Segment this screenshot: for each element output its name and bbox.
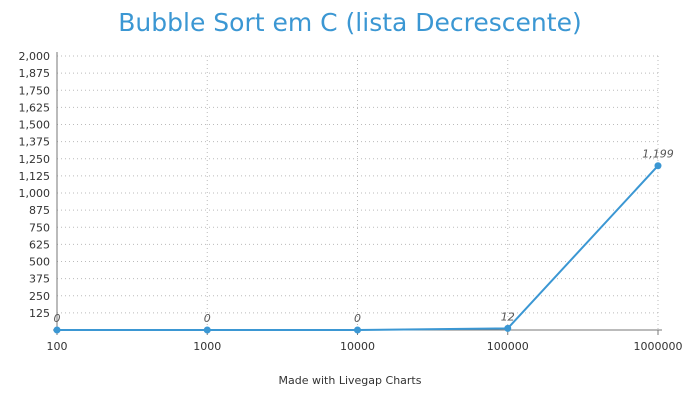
y-tick-label: 625: [29, 238, 50, 251]
data-label: 0: [54, 312, 61, 325]
y-tick-label: 1,750: [19, 84, 51, 97]
x-tick-label: 100000: [487, 340, 529, 353]
data-point: [53, 326, 61, 334]
x-tick-label: 10000: [340, 340, 375, 353]
data-label: 12: [501, 310, 515, 323]
x-tick-label: 100: [47, 340, 68, 353]
y-tick-label: 1,500: [19, 119, 51, 132]
data-point: [504, 324, 512, 332]
chart-title: Bubble Sort em C (lista Decrescente): [118, 8, 582, 37]
y-tick-label: 1,250: [19, 153, 51, 166]
y-tick-label: 1,625: [19, 101, 51, 114]
y-tick-label: 250: [29, 290, 50, 303]
y-tick-label: 750: [29, 221, 50, 234]
y-tick-label: 500: [29, 256, 50, 269]
chart-footer: Made with Livegap Charts: [278, 374, 422, 387]
data-point: [654, 162, 662, 170]
series-line: [57, 165, 659, 331]
y-tick-label: 875: [29, 204, 50, 217]
y-tick-label: 1,125: [19, 170, 51, 183]
data-point: [354, 326, 361, 334]
y-tick-label: 1,375: [19, 136, 51, 149]
y-tick-label: 1,875: [19, 67, 51, 80]
data-label: 0: [354, 312, 361, 325]
y-tick-label: 1,000: [19, 187, 51, 200]
x-tick-label: 1000000: [634, 340, 683, 353]
data-label: 0: [204, 312, 211, 325]
y-tick-label: 375: [29, 273, 50, 286]
data-label: 1,199: [642, 148, 674, 161]
y-tick-label: 125: [29, 307, 50, 320]
y-tick-label: 2,000: [19, 50, 51, 63]
data-point: [203, 326, 211, 334]
x-tick-label: 1000: [193, 340, 221, 353]
